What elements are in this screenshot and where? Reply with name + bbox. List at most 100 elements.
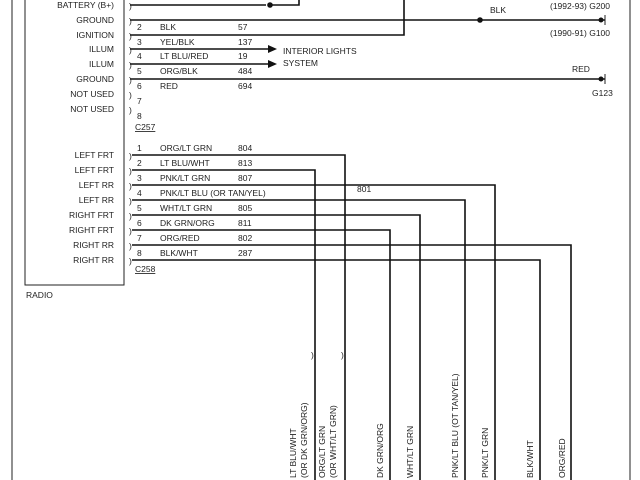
bottom-wire-label: BLK/WHT <box>525 440 535 478</box>
radio-box <box>24 0 125 286</box>
pin-function-label: LEFT RR <box>79 195 114 205</box>
pin-function-label: GROUND <box>76 74 114 84</box>
pin-number: 4 <box>137 188 142 198</box>
radio-label: RADIO <box>26 290 53 300</box>
connector-c258-label: C258 <box>135 264 156 274</box>
wire-color: YEL/BLK <box>160 37 195 47</box>
pin-number: 4 <box>137 51 142 61</box>
bottom-wire-label: (OR DK GRN/ORG) <box>299 402 309 478</box>
pin-number: 1 <box>137 143 142 153</box>
bottom-wire-label: (OR WHT/LT GRN) <box>328 405 338 478</box>
circuit-number: 19 <box>238 51 248 61</box>
splice-dot <box>267 2 273 8</box>
pin-function-label: RIGHT RR <box>73 255 114 265</box>
inline-connector-icon: ) <box>341 350 344 360</box>
pin-function-label: LEFT FRT <box>75 150 114 160</box>
circuit-number: 484 <box>238 66 252 76</box>
connector-pin-icon: ) <box>129 196 132 206</box>
connector-pin-icon: ) <box>129 75 132 85</box>
interior-lights-label: INTERIOR LIGHTS <box>283 46 357 56</box>
pin-function-label: RIGHT RR <box>73 240 114 250</box>
connector-pin-icon: ) <box>129 105 132 115</box>
bottom-wire-label: WHT/LT GRN <box>405 426 415 478</box>
pin-number: 7 <box>137 233 142 243</box>
circuit-number: 811 <box>238 218 252 228</box>
circuit-number: 694 <box>238 81 252 91</box>
battery-wire-continuation <box>270 0 300 6</box>
connector-pin-icon: ) <box>129 151 132 161</box>
connector-pin-icon: ) <box>129 1 132 11</box>
inline-connector-icon: ) <box>311 350 314 360</box>
wire-color: ORG/RED <box>160 233 200 243</box>
bottom-wire-label: ORG/LT GRN <box>317 426 327 478</box>
connector-pin-icon: ) <box>129 60 132 70</box>
speaker-wire <box>132 259 541 480</box>
pin-function-label: RIGHT FRT <box>69 225 114 235</box>
circuit-number: 287 <box>238 248 252 258</box>
g123-label: G123 <box>592 88 613 98</box>
connector-pin-icon: ) <box>129 16 132 26</box>
blk-label: BLK <box>490 5 506 15</box>
wire-color: PNK/LT GRN <box>160 173 210 183</box>
connector-pin-icon: ) <box>129 90 132 100</box>
connector-pin-icon: ) <box>129 241 132 251</box>
pin-function-label: ILLUM <box>89 44 114 54</box>
wire-color: BLK/WHT <box>160 248 198 258</box>
speaker-wire <box>132 244 572 480</box>
interior-lights-system-label: SYSTEM <box>283 58 318 68</box>
g100-label: (1990-91) G100 <box>550 28 610 38</box>
connector-c257-label: C257 <box>135 122 156 132</box>
ground-symbol-icon <box>598 74 606 84</box>
circuit-number: 807 <box>238 173 252 183</box>
pin-function-label: ILLUM <box>89 59 114 69</box>
pin-function-label: NOT USED <box>70 89 114 99</box>
wire-color: PNK/LT BLU (OR TAN/YEL) <box>160 188 266 198</box>
wire-color: LT BLU/RED <box>160 51 208 61</box>
pin-function-label: LEFT FRT <box>75 165 114 175</box>
wire-color: DK GRN/ORG <box>160 218 215 228</box>
pin-function-label: IGNITION <box>76 30 114 40</box>
speaker-wire <box>132 214 421 480</box>
wire-color: WHT/LT GRN <box>160 203 212 213</box>
pin-function-label: LEFT RR <box>79 180 114 190</box>
pin-number: 2 <box>137 22 142 32</box>
pin-number: 3 <box>137 173 142 183</box>
circuit-number: 57 <box>238 22 248 32</box>
g200-label: (1992-93) G200 <box>550 1 610 11</box>
bottom-wire-label: DK GRN/ORG <box>375 423 385 478</box>
bottom-wire-label: PNK/LT BLU (OT TAN/YEL) <box>450 373 460 478</box>
pin-number: 6 <box>137 218 142 228</box>
wire-color: ORG/LT GRN <box>160 143 212 153</box>
pin-function-label: NOT USED <box>70 104 114 114</box>
connector-pin-icon: ) <box>129 211 132 221</box>
connector-pin-icon: ) <box>129 45 132 55</box>
connector-pin-icon: ) <box>129 166 132 176</box>
circuit-number: 813 <box>238 158 252 168</box>
pin-number: 8 <box>137 111 142 121</box>
ground-symbol-icon <box>598 15 606 25</box>
wire-color: BLK <box>160 22 176 32</box>
connector-pin-icon: ) <box>129 31 132 41</box>
connector-pin-icon: ) <box>129 226 132 236</box>
speaker-wire <box>132 169 316 480</box>
speaker-wire <box>132 154 346 480</box>
pin-function-label: RIGHT FRT <box>69 210 114 220</box>
connector-pin-icon: ) <box>129 181 132 191</box>
speaker-wire <box>132 184 496 480</box>
pin-number: 5 <box>137 66 142 76</box>
pin-number: 8 <box>137 248 142 258</box>
pin-number: 5 <box>137 203 142 213</box>
bottom-wire-label: ORG/RED <box>557 438 567 478</box>
splice-dot <box>477 17 483 23</box>
arrow-icon <box>130 45 277 53</box>
wire-color: RED <box>160 81 178 91</box>
arrow-icon <box>130 60 277 68</box>
pin-number: 2 <box>137 158 142 168</box>
circuit-number: 802 <box>238 233 252 243</box>
wire-color: ORG/BLK <box>160 66 198 76</box>
pin-number: 3 <box>137 37 142 47</box>
speaker-wire <box>132 229 391 480</box>
bottom-wire-label: PNK/LT GRN <box>480 428 490 478</box>
pin-number: 6 <box>137 81 142 91</box>
